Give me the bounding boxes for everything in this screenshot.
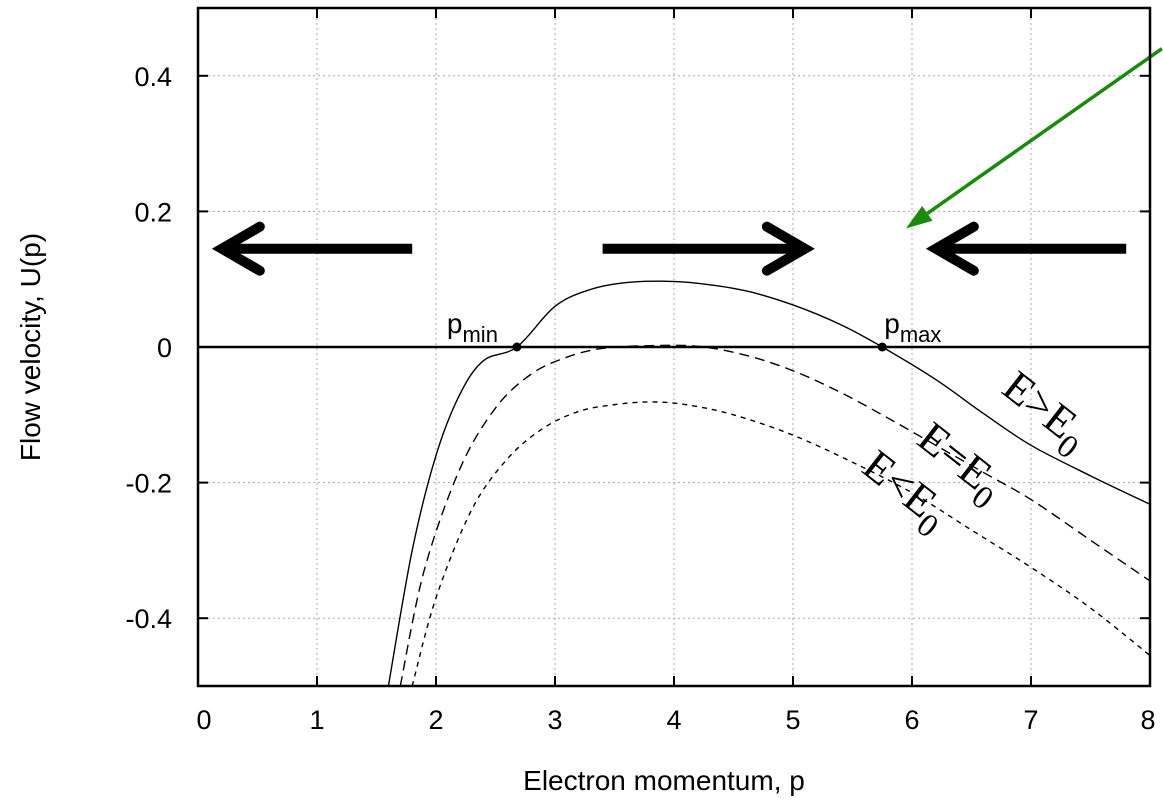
y-tick-label: 0.4 [134, 62, 172, 92]
y-axis-title: Flow velocity, U(p) [15, 233, 46, 461]
x-tick-label: 0 [196, 705, 211, 735]
flow-arrow-left-icon [925, 221, 1127, 276]
series-line-2 [399, 344, 1150, 686]
label-p-max: pmax [884, 308, 941, 347]
label-p-min: pmin [447, 308, 498, 347]
marker-p-max [877, 342, 887, 352]
point-label-main: p [447, 308, 463, 339]
y-tick-label: -0.2 [125, 469, 172, 499]
series-label-1: E>E0 [988, 361, 1099, 466]
x-tick-label: 3 [547, 705, 562, 735]
x-tick-label: 8 [1140, 705, 1155, 735]
point-label-sub: min [462, 322, 497, 347]
y-tick-label: 0 [157, 333, 172, 363]
x-tick-label: 4 [666, 705, 681, 735]
grid [198, 8, 1150, 686]
series-line-3 [411, 401, 1150, 686]
y-tick-label: -0.4 [125, 604, 172, 634]
y-tick-label: 0.2 [134, 197, 172, 227]
x-tick-label: 6 [904, 705, 919, 735]
series-line-1 [387, 280, 1150, 686]
point-label-sub: max [900, 322, 942, 347]
x-tick-label: 5 [785, 705, 800, 735]
flow-arrow-left-icon [211, 221, 413, 276]
x-tick-label: 1 [309, 705, 324, 735]
point-label-main: p [884, 308, 900, 339]
flow-arrow-right-icon [602, 221, 815, 276]
x-tick-label: 7 [1023, 705, 1038, 735]
ticks: 0 1 2 3 4 5 6 7 8 0.4 0.2 0 -0.2 -0.4 [125, 8, 1156, 735]
x-tick-label: 2 [428, 705, 443, 735]
series-layer [198, 280, 1150, 686]
marker-p-min [512, 342, 522, 352]
x-axis-title: Electron momentum, p [523, 765, 805, 796]
pointer-arrow-icon [906, 47, 1163, 229]
